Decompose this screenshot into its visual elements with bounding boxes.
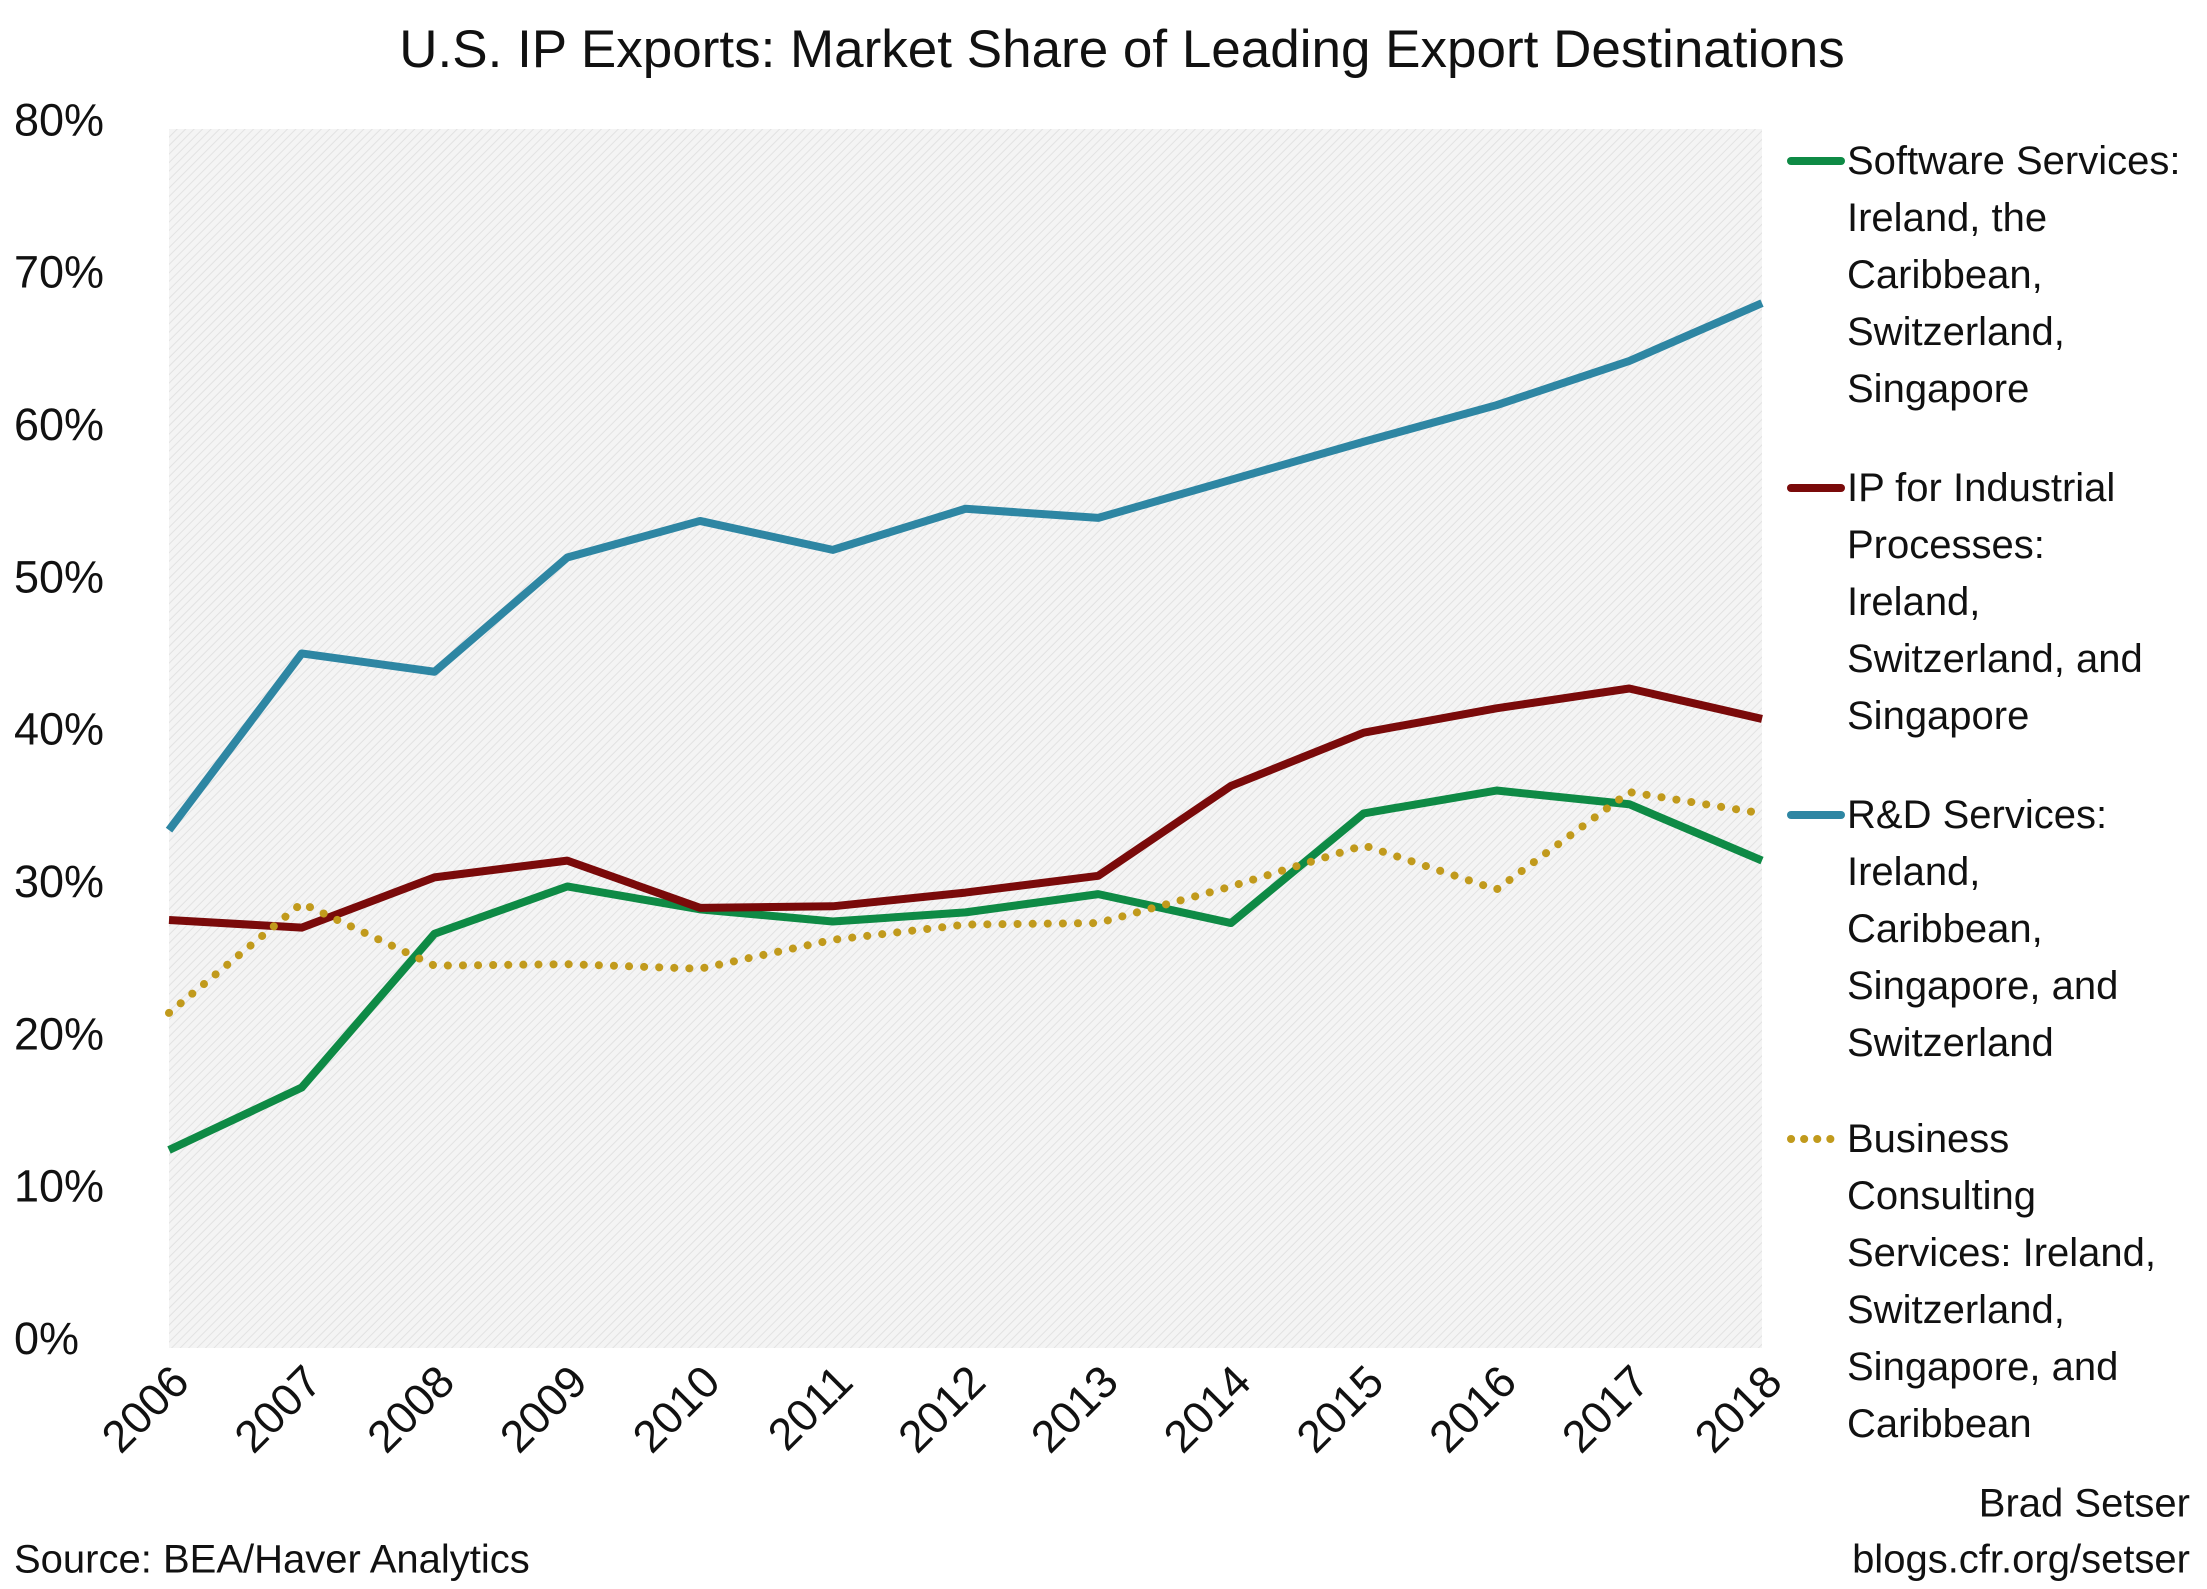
y-tick-label: 50% xyxy=(14,551,104,602)
series-line xyxy=(168,684,1763,932)
series-line xyxy=(167,786,1764,1154)
y-tick-label: 80% xyxy=(14,94,104,145)
legend-entry: IP for Industrial Processes: Ireland, Sw… xyxy=(1787,460,2187,745)
x-tick-label: 2014 xyxy=(1154,1355,1261,1462)
y-tick-label: 70% xyxy=(14,247,104,298)
x-tick-label: 2006 xyxy=(92,1355,199,1462)
legend-label: Business Consulting Services: Ireland, S… xyxy=(1847,1117,2157,1446)
plot-area xyxy=(169,129,1762,1348)
source: Source: BEA/Haver Analytics xyxy=(14,1538,530,1582)
y-tick-label: 10% xyxy=(14,1161,104,1212)
x-tick-label: 2017 xyxy=(1552,1355,1659,1462)
x-tick-label: 2007 xyxy=(224,1355,331,1462)
legend-swatch xyxy=(1787,157,1845,165)
legend-entry: R&D Services: Ireland, Caribbean, Singap… xyxy=(1787,787,2187,1072)
x-tick-label: 2010 xyxy=(623,1355,730,1462)
legend-swatch xyxy=(1787,1135,1845,1143)
legend-swatch xyxy=(1787,811,1845,819)
legend-label: IP for Industrial Processes: Ireland, Sw… xyxy=(1847,466,2143,738)
x-tick-label: 2018 xyxy=(1685,1355,1792,1462)
y-tick-label: 40% xyxy=(14,704,104,755)
legend-label: Software Services: Ireland, the Caribbea… xyxy=(1847,139,2181,411)
chart-title: U.S. IP Exports: Market Share of Leading… xyxy=(399,20,1844,79)
legend-label: R&D Services: Ireland, Caribbean, Singap… xyxy=(1847,793,2119,1065)
legend-entry: Software Services: Ireland, the Caribbea… xyxy=(1787,133,2187,418)
y-tick-label: 60% xyxy=(14,399,104,450)
y-tick-label: 20% xyxy=(14,1008,104,1059)
series-line xyxy=(165,788,1766,1017)
x-tick-label: 2009 xyxy=(490,1355,597,1462)
legend-swatch xyxy=(1787,484,1845,492)
x-tick-label: 2015 xyxy=(1286,1355,1393,1462)
legend-entry: Business Consulting Services: Ireland, S… xyxy=(1787,1111,2187,1453)
credit: blogs.cfr.org/setser xyxy=(1852,1538,2190,1582)
y-tick-label: 30% xyxy=(14,856,104,907)
x-tick-label: 2016 xyxy=(1419,1355,1526,1462)
x-tick-label: 2012 xyxy=(888,1355,995,1462)
y-tick-label: 0% xyxy=(14,1313,79,1364)
x-tick-label: 2011 xyxy=(758,1355,862,1459)
series-line xyxy=(165,299,1764,833)
x-tick-label: 2013 xyxy=(1021,1355,1128,1462)
credit: Brad Setser xyxy=(1979,1482,2190,1526)
x-tick-label: 2008 xyxy=(357,1355,464,1462)
